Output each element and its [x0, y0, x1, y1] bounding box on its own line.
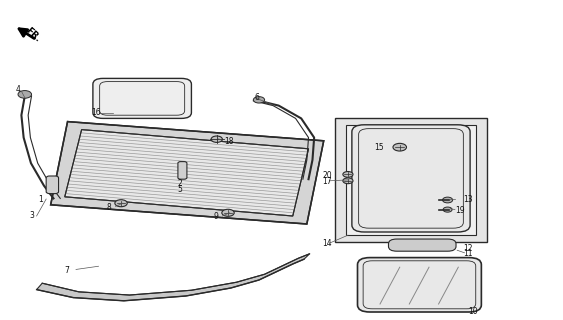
- Circle shape: [115, 200, 127, 207]
- Polygon shape: [37, 254, 310, 301]
- Text: 13: 13: [463, 196, 472, 204]
- Circle shape: [343, 172, 353, 177]
- FancyBboxPatch shape: [178, 162, 187, 179]
- Text: 8: 8: [107, 203, 111, 212]
- Circle shape: [443, 207, 452, 212]
- Circle shape: [211, 136, 222, 142]
- Text: 10: 10: [468, 307, 478, 316]
- Text: 18: 18: [224, 137, 234, 146]
- Text: 17: 17: [322, 177, 332, 186]
- Text: 20: 20: [322, 171, 332, 180]
- Text: 14: 14: [322, 239, 332, 248]
- Text: 12: 12: [463, 244, 472, 253]
- Text: 5: 5: [177, 185, 182, 194]
- Polygon shape: [51, 122, 324, 224]
- Circle shape: [393, 143, 406, 151]
- Text: 4: 4: [16, 85, 21, 94]
- Polygon shape: [335, 118, 487, 242]
- Circle shape: [443, 197, 453, 203]
- Text: 19: 19: [455, 206, 464, 215]
- Circle shape: [253, 97, 265, 103]
- Text: 9: 9: [214, 212, 219, 221]
- Circle shape: [222, 209, 234, 216]
- Circle shape: [18, 91, 32, 98]
- Text: 16: 16: [91, 108, 101, 117]
- Text: FR.: FR.: [24, 26, 42, 44]
- FancyBboxPatch shape: [358, 258, 481, 312]
- Text: 11: 11: [463, 249, 472, 258]
- FancyBboxPatch shape: [46, 176, 59, 194]
- Polygon shape: [65, 130, 309, 216]
- Polygon shape: [346, 125, 476, 235]
- Text: 3: 3: [29, 212, 34, 220]
- Text: 15: 15: [374, 143, 384, 152]
- FancyBboxPatch shape: [352, 125, 470, 232]
- FancyBboxPatch shape: [93, 78, 191, 118]
- Text: 7: 7: [65, 266, 70, 275]
- FancyBboxPatch shape: [388, 239, 456, 251]
- Circle shape: [343, 178, 353, 184]
- Text: 1: 1: [38, 195, 42, 204]
- Text: 6: 6: [254, 93, 260, 102]
- Text: 2: 2: [178, 180, 182, 188]
